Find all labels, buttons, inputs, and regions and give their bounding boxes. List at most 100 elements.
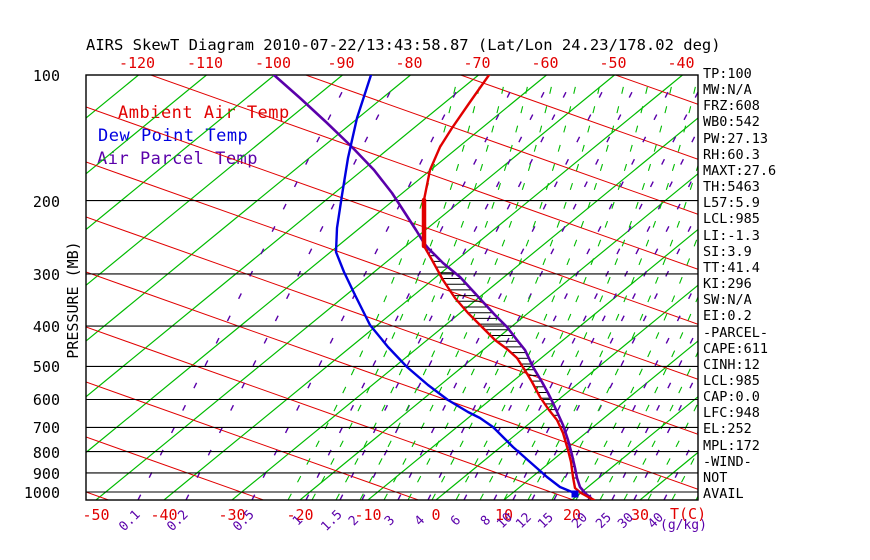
- mixing-ratio-line: [512, 128, 698, 500]
- stat-line: FRZ:608: [703, 98, 760, 115]
- stat-line: MPL:172: [703, 437, 760, 454]
- mixing-ratio-line: [633, 370, 698, 500]
- temp-unit-label: T(C): [670, 505, 707, 523]
- dewpoint-surface-marker: [571, 490, 579, 498]
- dry-adiabat-line: [86, 436, 265, 500]
- stat-line: KI:296: [703, 276, 752, 293]
- stat-line: TH:5463: [703, 179, 760, 196]
- stat-line: SI:3.9: [703, 243, 752, 260]
- isotherm-line: [435, 284, 698, 500]
- mixing-ratio-unit-label: (g/kg): [660, 518, 707, 533]
- cape-hatch: [426, 249, 577, 479]
- moist-adiabat-line: [527, 75, 698, 500]
- x-axis-top-label: -70: [463, 54, 491, 72]
- stat-line: EI:0.2: [703, 308, 752, 325]
- stat-line: WB0:542: [703, 114, 760, 131]
- stat-line: LCL:985: [703, 211, 760, 228]
- isotherm-line: [571, 395, 698, 500]
- stat-line: NOT: [703, 469, 728, 486]
- moist-adiabat-line: [311, 75, 483, 500]
- x-axis-top-label: -50: [599, 54, 627, 72]
- mixing-ratio-line: [611, 326, 698, 500]
- moist-adiabat-line: [383, 75, 555, 500]
- legend-ambient-air-temp: Ambient Air Temp: [118, 103, 290, 123]
- moist-adiabat-line: [455, 75, 627, 500]
- isotherm-line: [163, 75, 683, 500]
- moist-adiabat-line: [551, 163, 698, 500]
- x-axis-bottom-label: 30: [630, 506, 650, 524]
- stat-line: EL:252: [703, 421, 752, 438]
- mixing-ratio-line: [493, 90, 698, 500]
- mixing-ratio-line: [251, 75, 466, 500]
- mixing-ratio-line: [339, 75, 554, 500]
- pressure-tick-label: 600: [32, 391, 60, 410]
- x-axis-top-label: -80: [395, 54, 423, 72]
- stat-line: RH:60.3: [703, 146, 760, 163]
- stat-line: TT:41.4: [703, 259, 760, 276]
- pressure-tick-label: 400: [32, 318, 60, 337]
- mixing-ratio-line: [587, 278, 698, 500]
- x-axis-bottom-label: -50: [82, 506, 110, 524]
- mixing-ratio-line: [463, 75, 678, 500]
- pressure-tick-label: 500: [32, 358, 60, 377]
- mixing-ratio-line: [137, 75, 352, 500]
- stat-line: CAPE:611: [703, 340, 769, 357]
- x-axis-bottom-label: 20: [562, 506, 582, 524]
- moist-adiabat-line: [335, 75, 507, 500]
- stat-line: -PARCEL-: [703, 324, 769, 341]
- pressure-tick-label: 1000: [23, 484, 60, 502]
- x-axis-top-label: -110: [186, 54, 224, 72]
- moist-adiabat-line: [407, 75, 579, 500]
- x-axis-bottom-label: 10: [494, 506, 514, 524]
- moist-adiabat-line: [287, 75, 459, 500]
- page-title: AIRS SkewT Diagram 2010-07-22/13:43:58.8…: [86, 36, 721, 54]
- stat-line: AVAIL: [703, 486, 744, 503]
- mixing-ratio-line: [185, 75, 400, 500]
- stat-line: MAXT:27.6: [703, 162, 777, 179]
- dry-adiabat-line: [149, 75, 698, 270]
- stat-line: L57:5.9: [703, 195, 760, 212]
- x-axis-bottom-label: 0: [431, 506, 441, 524]
- pressure-tick-label: 200: [32, 192, 60, 211]
- x-axis-top-label: -120: [118, 54, 156, 72]
- dry-adiabat-line: [614, 75, 698, 105]
- isotherm-line: [503, 340, 698, 500]
- x-axis-top-label: -40: [667, 54, 695, 72]
- mixing-ratio-line: [361, 75, 576, 500]
- isotherm-line: [367, 228, 698, 500]
- sounding-curves: [272, 75, 596, 500]
- isotherm-line: [95, 75, 615, 500]
- ambient-air-temp-curve: [422, 75, 596, 500]
- dew-point-temp-curve: [334, 75, 577, 496]
- x-axis-bottom-label: -40: [150, 506, 178, 524]
- stat-line: LI:-1.3: [703, 227, 760, 244]
- moist-adiabat-line: [479, 75, 651, 500]
- x-axis-top-label: -90: [327, 54, 355, 72]
- moist-adiabat-line: [431, 75, 603, 500]
- moist-adiabat-line: [359, 75, 531, 500]
- isotherm-line: [86, 75, 547, 454]
- legend-dew-point-temp: Dew Point Temp: [98, 126, 249, 146]
- dry-adiabat-line: [86, 326, 575, 500]
- stat-line: LCL:985: [703, 372, 760, 389]
- stat-line: SW:N/A: [703, 292, 752, 309]
- air-parcel-temp-curve-lower: [422, 241, 593, 500]
- stat-line: CINH:12: [703, 356, 760, 373]
- x-axis-top-label: -100: [254, 54, 292, 72]
- isotherm-line: [299, 172, 698, 500]
- x-axis-top-label: -60: [531, 54, 559, 72]
- dry-adiabat-line: [86, 161, 698, 380]
- pressure-tick-label: 300: [32, 265, 60, 284]
- x-axis-bottom-label: -30: [218, 506, 246, 524]
- pressure-tick-label: 100: [32, 67, 60, 85]
- stat-line: LFC:948: [703, 405, 760, 422]
- pressure-tick-label: 900: [32, 464, 60, 483]
- mixing-ratio-line: [427, 75, 642, 500]
- isotherm-line: [86, 75, 207, 175]
- dry-adiabat-line: [459, 75, 698, 160]
- isotherm-line: [86, 75, 343, 287]
- dry-adiabat-line: [86, 271, 698, 490]
